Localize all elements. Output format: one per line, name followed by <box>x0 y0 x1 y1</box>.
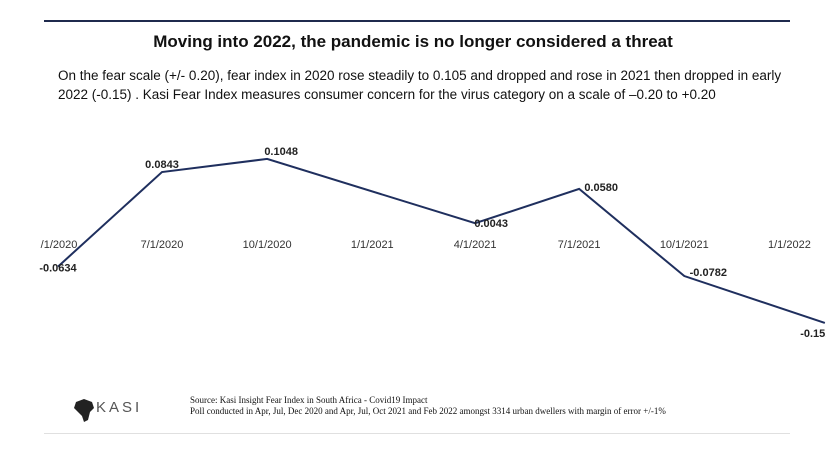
x-tick-label: 1/1/2021 <box>351 239 394 251</box>
top-rule <box>44 20 790 22</box>
africa-map-logo-icon <box>74 399 94 422</box>
x-tick-label: 7/1/2020 <box>141 239 184 251</box>
chart-title: Moving into 2022, the pandemic is no lon… <box>153 32 673 51</box>
line-chart: /1/2020 7/1/2020 10/1/2020 1/1/2021 4/1/2021… <box>39 146 826 340</box>
data-label: 0.1048 <box>264 146 298 158</box>
chart-subtitle: On the fear scale (+/- 0.20), fear index… <box>58 68 782 102</box>
x-tick-label: 1/1/2022 <box>768 239 811 251</box>
kasi-logo-text: KASI <box>96 399 143 416</box>
data-label: -0.0634 <box>39 263 77 275</box>
source-line-2: Poll conducted in Apr, Jul, Dec 2020 and… <box>190 406 666 416</box>
data-label: 0.0580 <box>584 182 618 194</box>
x-tick-label: 10/1/2020 <box>243 239 292 251</box>
data-label: -0.1514 <box>800 328 826 340</box>
x-tick-label: 4/1/2021 <box>454 239 497 251</box>
data-label: 0.0843 <box>145 159 179 171</box>
bottom-rule <box>44 433 790 434</box>
x-tick-label: /1/2020 <box>41 239 78 251</box>
source-line-1: Source: Kasi Insight Fear Index in South… <box>190 395 428 405</box>
series-line <box>57 157 826 324</box>
x-tick-label: 10/1/2021 <box>660 239 709 251</box>
data-label: -0.0782 <box>690 267 727 279</box>
x-tick-label: 7/1/2021 <box>558 239 601 251</box>
data-label: 0.0043 <box>474 218 508 230</box>
source-note: Source: Kasi Insight Fear Index in South… <box>190 395 666 417</box>
